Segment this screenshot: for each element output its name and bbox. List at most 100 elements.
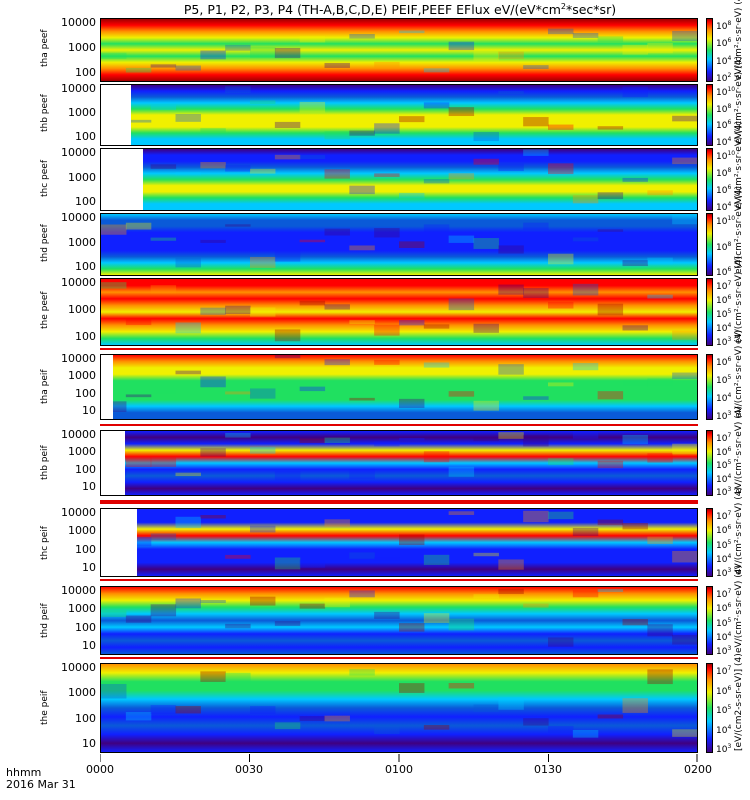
spectrogram-block <box>175 472 201 477</box>
spectrogram-block <box>299 603 326 609</box>
y-tick-label: 100 <box>75 130 96 143</box>
spectrogram-block <box>225 672 251 683</box>
spectrogram-block <box>125 394 152 398</box>
spectrogram-block <box>225 391 251 395</box>
spectrogram-fill <box>101 431 697 495</box>
spectrogram-block <box>597 126 624 130</box>
spectrogram-block <box>299 239 326 243</box>
spectrogram-block <box>622 619 648 626</box>
y-tick-label: 1000 <box>68 235 96 249</box>
colorbar-tick: 104 <box>716 136 732 148</box>
spectrogram-block <box>274 722 301 730</box>
spectrogram-panel <box>100 430 698 496</box>
spectrogram-block <box>125 712 152 721</box>
colorbar-tick: 107 <box>716 432 732 444</box>
spectrogram-block <box>349 185 375 195</box>
spectrogram-block <box>448 107 475 117</box>
x-tick-0030: 0030 <box>235 763 263 776</box>
y-tick-label: 1000 <box>68 602 96 616</box>
y-tick-label: 1000 <box>68 524 96 538</box>
spectrogram-block <box>622 260 648 267</box>
colorbar-tick: 106 <box>716 184 732 196</box>
spectrogram-block <box>399 192 425 199</box>
spectrogram-block <box>548 637 574 647</box>
spectrogram-block <box>349 130 375 136</box>
y-tick-label: 10000 <box>61 661 96 674</box>
spectrogram-block <box>250 388 276 399</box>
spectrogram-block <box>548 124 574 130</box>
spectrogram-block <box>498 588 524 595</box>
spectrogram-fill <box>101 85 697 145</box>
color-bar <box>706 213 713 276</box>
spectrogram-image <box>101 85 697 145</box>
spectrogram-block <box>622 325 648 331</box>
spectrogram-block <box>200 376 226 388</box>
colorbar-unit-label: eV/(cm²·s·sr·eV) (4) <box>734 486 744 575</box>
spectrogram-block <box>548 28 574 35</box>
spectrogram-block <box>423 554 450 565</box>
spectrogram-fill <box>101 664 697 752</box>
spectrogram-block <box>101 52 127 59</box>
spectrogram-block <box>672 214 697 225</box>
colorbar-unit-label: [eV/(cm2-s-sr-eV)] (4) <box>734 653 744 751</box>
spectrogram-panel <box>100 586 698 655</box>
spectrogram-block <box>473 704 499 712</box>
separator-line <box>100 424 698 426</box>
spectrogram-block <box>299 716 326 722</box>
spectrogram-block <box>250 256 276 268</box>
spectrogram-block <box>448 298 475 311</box>
spectrogram-block <box>399 30 425 34</box>
colorbar-tick: 104 <box>716 472 732 485</box>
spectrogram-image <box>101 19 697 81</box>
colorbar-tick: 105 <box>716 538 732 551</box>
spectrogram-block <box>523 65 549 69</box>
y-tick-label: 100 <box>75 542 96 556</box>
spectrogram-block <box>349 469 375 480</box>
spectrogram-block <box>498 91 524 94</box>
spectrogram-block <box>399 320 425 326</box>
colorbar-tick: 105 <box>716 704 732 716</box>
spectrogram-block <box>399 241 425 248</box>
spectrogram-block <box>299 386 326 392</box>
spectrogram-block <box>647 42 673 54</box>
spectrogram-fill <box>101 279 697 345</box>
spectrogram-block <box>672 551 697 563</box>
spectrogram-block <box>622 86 648 98</box>
spectrogram-block <box>548 253 574 265</box>
spectrogram-block <box>125 457 152 467</box>
y-tick-label: 100 <box>75 66 96 79</box>
colorbar-tick: 105 <box>716 459 732 471</box>
spectrogram-block <box>175 114 201 122</box>
spectrogram-block <box>597 229 624 232</box>
color-bar <box>706 354 713 420</box>
spectrogram-block <box>597 303 624 316</box>
y-tick-label: 10 <box>82 404 96 417</box>
spectrogram-block <box>399 623 425 632</box>
spectrogram-block <box>324 304 350 310</box>
colorbar-tick: 107 <box>716 280 732 292</box>
spectrogram-panel <box>100 18 698 82</box>
colorbar-tick: 108 <box>716 240 732 253</box>
colorbar-tick: 104 <box>716 552 732 565</box>
spectrogram-block <box>175 516 201 528</box>
spectrogram-block <box>274 154 301 160</box>
colorbar-tick: 107 <box>716 665 732 677</box>
spectrogram-block <box>523 603 549 608</box>
spectrogram-block <box>548 163 574 175</box>
spectrogram-block <box>498 284 524 295</box>
spectrogram-block <box>647 117 673 126</box>
spectrogram-block <box>200 671 226 682</box>
y-tick-label: 10000 <box>61 276 96 289</box>
spectrogram-block <box>175 322 201 334</box>
spectrogram-image <box>101 214 697 275</box>
spectrogram-image <box>101 355 697 419</box>
separator-line <box>100 348 698 350</box>
spectrogram-block <box>399 534 425 546</box>
spectrogram-block <box>498 697 524 710</box>
separator-line <box>100 579 698 581</box>
spectrogram-block <box>399 683 425 693</box>
spectrogram-block <box>548 725 574 733</box>
separator-line <box>100 657 698 659</box>
spectrogram-block <box>125 319 152 326</box>
spectrogram-block <box>324 228 350 236</box>
